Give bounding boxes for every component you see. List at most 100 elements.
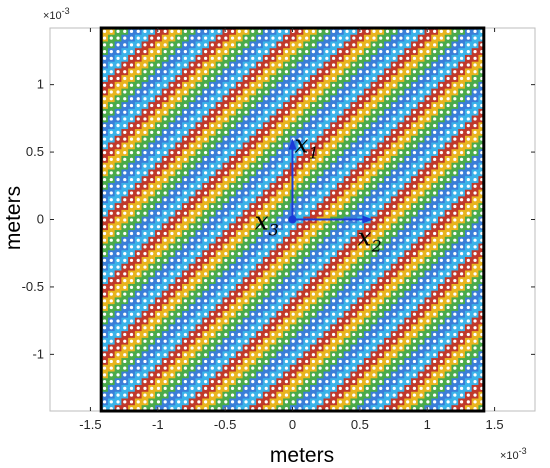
- pattern-hole: [358, 258, 363, 263]
- pattern-hole: [230, 380, 235, 384]
- pattern-hole: [210, 211, 214, 215]
- pattern-hole: [136, 157, 140, 161]
- pattern-hole: [197, 278, 201, 283]
- pattern-hole: [237, 184, 241, 188]
- pattern-hole: [190, 238, 194, 242]
- pattern-hole: [230, 225, 235, 229]
- pattern-hole: [136, 76, 140, 81]
- pattern-hole: [385, 218, 390, 222]
- pattern-hole: [102, 49, 107, 54]
- pattern-hole: [385, 292, 390, 296]
- pattern-hole: [257, 346, 262, 350]
- pattern-hole: [278, 265, 282, 269]
- pattern-hole: [237, 305, 241, 310]
- pattern-hole: [298, 225, 302, 229]
- pattern-hole: [224, 299, 228, 303]
- pattern-hole: [251, 225, 255, 229]
- pattern-hole: [338, 124, 342, 128]
- pattern-hole: [298, 157, 302, 161]
- pattern-hole: [305, 117, 309, 121]
- pattern-hole: [298, 97, 302, 101]
- pattern-hole: [203, 225, 208, 229]
- pattern-hole: [109, 177, 113, 182]
- pattern-hole: [190, 130, 194, 135]
- pattern-hole: [244, 110, 248, 114]
- pattern-hole: [197, 359, 201, 364]
- pattern-hole: [116, 56, 120, 60]
- pattern-hole: [345, 184, 349, 188]
- pattern-hole: [197, 373, 201, 377]
- pattern-hole: [109, 90, 113, 94]
- pattern-hole: [379, 305, 383, 310]
- pattern-hole: [183, 56, 188, 60]
- pattern-hole: [379, 177, 383, 182]
- pattern-hole: [251, 238, 255, 242]
- pattern-hole: [143, 305, 147, 310]
- pattern-hole: [136, 252, 140, 256]
- pattern-hole: [230, 231, 235, 236]
- pattern-hole: [358, 353, 363, 357]
- pattern-hole: [150, 43, 154, 47]
- pattern-hole: [170, 292, 174, 296]
- pattern-hole: [278, 56, 282, 60]
- pattern-hole: [325, 204, 329, 209]
- pattern-hole: [217, 124, 221, 128]
- pattern-hole: [129, 319, 134, 323]
- pattern-hole: [251, 252, 255, 256]
- pattern-hole: [170, 49, 174, 54]
- pattern-hole: [379, 218, 383, 222]
- pattern-hole: [143, 63, 147, 67]
- pattern-hole: [116, 400, 120, 404]
- pattern-hole: [203, 258, 208, 263]
- pattern-hole: [284, 83, 289, 87]
- pattern-hole: [318, 204, 322, 209]
- pattern-hole: [352, 184, 356, 188]
- pattern-hole: [298, 164, 302, 168]
- pattern-hole: [264, 406, 268, 411]
- pattern-hole: [217, 63, 221, 67]
- pattern-hole: [331, 103, 336, 108]
- pattern-hole: [129, 198, 134, 202]
- pattern-hole: [331, 326, 336, 330]
- pattern-hole: [244, 319, 248, 323]
- pattern-hole: [284, 252, 289, 256]
- pattern-hole: [291, 272, 295, 276]
- pattern-hole: [217, 292, 221, 296]
- pattern-hole: [163, 43, 167, 47]
- pattern-hole: [170, 137, 174, 141]
- pattern-hole: [116, 258, 120, 263]
- pattern-hole: [305, 366, 309, 370]
- pattern-hole: [156, 292, 161, 296]
- pattern-hole: [257, 29, 262, 33]
- pattern-hole: [257, 326, 262, 330]
- pattern-hole: [143, 151, 147, 155]
- pattern-hole: [264, 130, 268, 135]
- pattern-hole: [372, 184, 376, 188]
- pattern-hole: [251, 29, 255, 33]
- pattern-hole: [116, 124, 120, 128]
- pattern-cell: [202, 412, 209, 419]
- pattern-hole: [338, 177, 342, 182]
- pattern-hole: [156, 218, 161, 222]
- pattern-hole: [136, 49, 140, 54]
- pattern-hole: [183, 299, 188, 303]
- pattern-hole: [109, 285, 113, 289]
- pattern-hole: [325, 380, 329, 384]
- pattern-hole: [331, 157, 336, 161]
- pattern-hole: [325, 124, 329, 128]
- pattern-hole: [244, 400, 248, 404]
- pattern-hole: [116, 305, 120, 310]
- pattern-hole: [150, 110, 154, 114]
- pattern-hole: [284, 326, 289, 330]
- pattern-hole: [358, 43, 363, 47]
- pattern-hole: [258, 414, 261, 417]
- pattern-hole: [217, 97, 221, 101]
- pattern-hole: [345, 393, 349, 397]
- pattern-hole: [291, 353, 295, 357]
- pattern-hole: [237, 36, 241, 40]
- pattern-hole: [244, 191, 248, 195]
- pattern-hole: [372, 373, 376, 377]
- pattern-hole: [190, 63, 194, 67]
- pattern-hole: [203, 56, 208, 60]
- pattern-hole: [291, 56, 295, 60]
